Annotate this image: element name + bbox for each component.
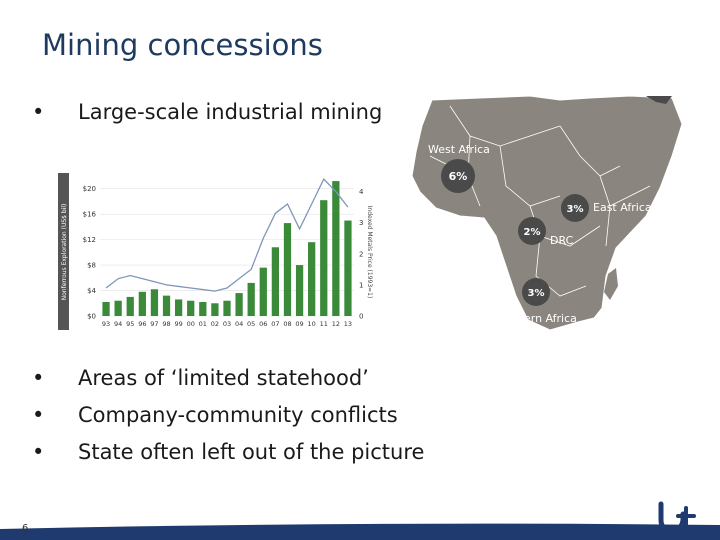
x-tick-label: 01 <box>199 320 207 328</box>
x-tick-label: 04 <box>235 320 243 328</box>
bullet-text: Large-scale industrial mining <box>78 100 383 124</box>
map-corner-marker <box>646 96 672 104</box>
drc-pct: 2% <box>524 227 541 238</box>
bar <box>283 223 292 316</box>
west-africa-pct: 6% <box>449 170 468 183</box>
bullet-text: Areas of ‘limited statehood’ <box>78 366 369 390</box>
x-tick-label: 07 <box>271 320 279 328</box>
x-tick-label: 96 <box>138 320 146 328</box>
bar <box>126 296 134 316</box>
bar <box>102 302 110 316</box>
southern-africa-label: Southern Africa <box>492 312 577 325</box>
footer-bar <box>0 523 720 540</box>
southern-africa-pct: 3% <box>528 288 545 299</box>
bar <box>344 220 352 316</box>
bar <box>114 300 122 316</box>
bullet-text: Company-community conflicts <box>78 403 398 427</box>
madagascar-shape <box>604 268 618 300</box>
bar <box>332 181 340 316</box>
bullet-marker: • <box>32 440 45 464</box>
bullet-marker: • <box>32 403 45 427</box>
y2-axis-label: Indexed Metals Price (1993=1) <box>366 206 373 299</box>
east-africa-pct: 3% <box>567 204 584 215</box>
bar <box>295 265 304 316</box>
x-tick-label: 97 <box>150 320 158 328</box>
y-tick-label: $0 <box>87 313 96 321</box>
southern-africa-bubble <box>522 278 550 306</box>
x-tick-label: 08 <box>283 320 291 328</box>
west-africa-bubble <box>441 159 475 193</box>
y-tick-label: $20 <box>83 185 96 193</box>
drc-label: DRC <box>550 234 574 247</box>
bar <box>187 300 195 316</box>
bar <box>247 282 255 316</box>
y2-tick-label: 3 <box>359 219 363 227</box>
x-tick-label: 06 <box>259 320 267 328</box>
slide-title: Mining concessions <box>42 28 323 62</box>
y-axis-label: Nonferrous Exploration (US$ bil) <box>61 204 68 301</box>
bar <box>211 303 219 316</box>
x-tick-label: 10 <box>308 320 316 328</box>
x-tick-label: 98 <box>162 320 170 328</box>
x-tick-label: 13 <box>344 320 352 328</box>
x-tick-label: 93 <box>102 320 110 328</box>
x-tick-label: 02 <box>211 320 219 328</box>
x-tick-label: 12 <box>332 320 340 328</box>
y-tick-label: $4 <box>87 287 96 295</box>
bar <box>223 300 231 316</box>
bar <box>320 200 328 316</box>
y-axis-label-band <box>58 173 69 330</box>
x-tick-label: 95 <box>126 320 134 328</box>
x-tick-label: 09 <box>295 320 303 328</box>
y-tick-label: $12 <box>83 236 96 244</box>
africa-landmass <box>411 96 683 331</box>
y-tick-label: $16 <box>83 211 97 219</box>
y2-tick-label: 4 <box>359 188 364 196</box>
bullet-marker: • <box>32 366 45 390</box>
bar <box>162 295 171 316</box>
bar <box>199 302 207 316</box>
x-tick-label: 00 <box>187 320 195 328</box>
y2-tick-label: 2 <box>359 250 363 258</box>
bullet-text: State often left out of the picture <box>78 440 425 464</box>
y-tick-label: $8 <box>87 262 96 270</box>
x-tick-label: 11 <box>320 320 328 328</box>
x-tick-label: 03 <box>223 320 231 328</box>
bar <box>150 289 159 316</box>
bar <box>138 291 146 316</box>
west-africa-label: West Africa <box>428 143 490 156</box>
y2-tick-label: 0 <box>359 313 363 321</box>
bar <box>308 242 316 316</box>
bullet-marker: • <box>32 100 45 124</box>
east-africa-bubble <box>561 194 589 222</box>
bar <box>174 299 183 316</box>
x-tick-label: 94 <box>114 320 122 328</box>
exploration-chart: Nonferrous Exploration (US$ bil) Indexed… <box>58 168 388 333</box>
drc-bubble <box>518 217 546 245</box>
y2-tick-label: 1 <box>359 281 363 289</box>
bar <box>235 293 243 316</box>
page-number: 6 <box>22 523 29 534</box>
bar <box>259 267 267 316</box>
x-tick-label: 05 <box>247 320 255 328</box>
africa-map: 6% West Africa 3% East Africa 2% DRC 3% … <box>410 96 686 334</box>
east-africa-label: East Africa <box>593 201 652 214</box>
price-index-line <box>105 177 349 292</box>
bar <box>271 247 280 316</box>
university-logo-icon <box>658 501 696 533</box>
x-tick-label: 99 <box>174 320 182 328</box>
